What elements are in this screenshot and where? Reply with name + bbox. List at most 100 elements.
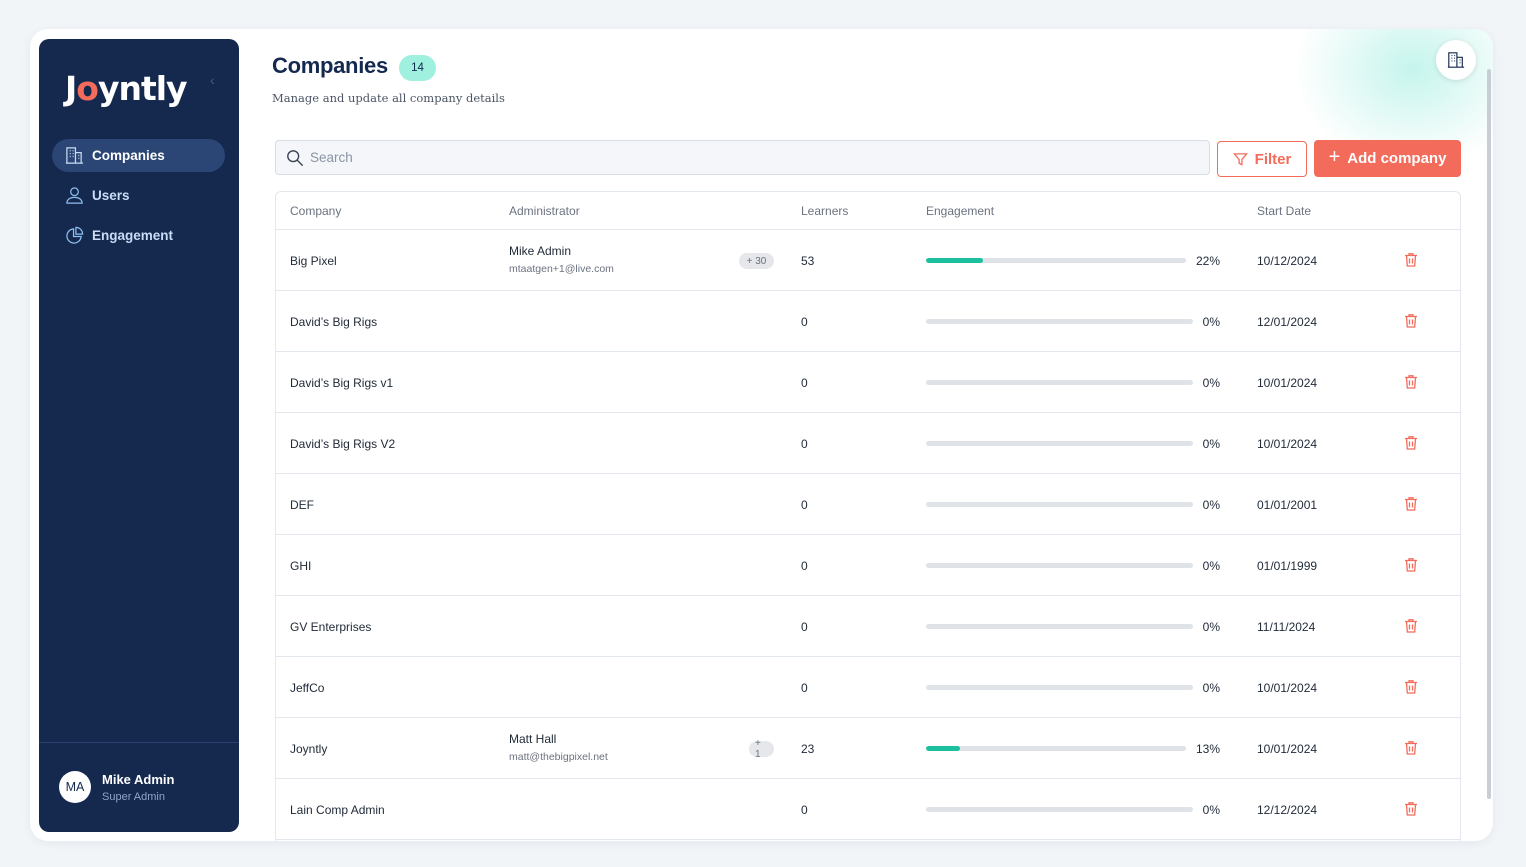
company-name[interactable]: Big Pixel: [290, 254, 337, 268]
companies-table: Company Administrator Learners Engagemen…: [275, 191, 1461, 841]
start-date: 10/12/2024: [1257, 254, 1318, 268]
learners-count: 0: [801, 376, 808, 390]
engagement-bar: [926, 258, 1186, 263]
engagement-percent: 0%: [1202, 559, 1220, 573]
chevron-left-icon[interactable]: ‹: [210, 72, 215, 88]
table-row[interactable]: Big Pixel Mike Admin mtaatgen+1@live.com + …: [276, 230, 1460, 291]
search-input[interactable]: [310, 150, 1190, 165]
start-date: 10/01/2024: [1257, 376, 1318, 390]
sidebar-item-users[interactable]: Users: [52, 179, 225, 212]
avatar[interactable]: MA: [59, 771, 91, 803]
engagement-percent: 22%: [1195, 254, 1220, 268]
start-date: 12/01/2024: [1257, 315, 1318, 329]
scrollbar[interactable]: [1487, 69, 1491, 799]
search-icon: [287, 149, 304, 166]
learners-count: 0: [801, 437, 808, 451]
engagement-percent: 0%: [1202, 315, 1220, 329]
company-name[interactable]: Lain Comp Admin: [290, 803, 385, 817]
more-admins-badge[interactable]: + 30: [739, 253, 774, 269]
table-row[interactable]: GV Enterprises 0 0% 11/11/2024: [276, 596, 1460, 657]
engagement-fill: [926, 746, 960, 751]
more-admins-badge[interactable]: + 1: [749, 738, 774, 760]
delete-icon[interactable]: [1404, 313, 1418, 329]
sidebar: Joyntly ‹ Companies Users Engagement: [39, 39, 239, 832]
admin-name: Mike Admin: [509, 244, 572, 258]
learners-count: 53: [801, 254, 815, 268]
start-date: 10/01/2024: [1257, 681, 1318, 695]
filter-icon: [1232, 152, 1248, 166]
sidebar-item-label: Users: [92, 188, 130, 203]
table-row[interactable]: DEF 0 0% 01/01/2001: [276, 474, 1460, 535]
engagement-bar: [926, 441, 1193, 446]
start-date: 12/12/2024: [1257, 803, 1318, 817]
learners-count: 0: [801, 620, 808, 634]
table-row[interactable]: Joyntly Matt Hall matt@thebigpixel.net + 1 2…: [276, 718, 1460, 779]
company-name[interactable]: GV Enterprises: [290, 620, 372, 634]
filter-label: Filter: [1254, 150, 1292, 168]
column-header-start-date[interactable]: Start Date: [1257, 204, 1312, 218]
engagement-fill: [926, 258, 984, 263]
engagement-percent: 0%: [1202, 681, 1220, 695]
engagement-bar: [926, 807, 1193, 812]
company-icon-button[interactable]: [1436, 40, 1476, 80]
delete-icon[interactable]: [1404, 618, 1418, 634]
learners-count: 0: [801, 559, 808, 573]
company-name[interactable]: Joyntly: [290, 742, 328, 756]
engagement-percent: 0%: [1202, 376, 1220, 390]
company-name[interactable]: DEF: [290, 498, 314, 512]
learners-count: 23: [801, 742, 815, 756]
company-name[interactable]: David’s Big Rigs: [290, 315, 378, 329]
company-name[interactable]: David’s Big Rigs V2: [290, 437, 396, 451]
delete-icon[interactable]: [1404, 374, 1418, 390]
sidebar-item-label: Companies: [92, 148, 165, 163]
search-box[interactable]: [275, 140, 1210, 175]
filter-button[interactable]: Filter: [1217, 141, 1307, 177]
learners-count: 0: [801, 681, 808, 695]
sidebar-item-label: Engagement: [92, 228, 174, 243]
page-title: Companies: [272, 53, 388, 78]
user-icon: [66, 187, 83, 204]
page-subtitle: Manage and update all company details: [272, 91, 505, 105]
table-row[interactable]: David’s Big Rigs V2 0 0% 10/01/2024: [276, 413, 1460, 474]
admin-email: mtaatgen+1@live.com: [509, 263, 614, 275]
logo[interactable]: Joyntly: [65, 69, 188, 108]
plus-icon: +: [1328, 146, 1341, 168]
engagement-percent: 0%: [1202, 620, 1220, 634]
engagement-bar: [926, 319, 1193, 324]
column-header-engagement[interactable]: Engagement: [926, 204, 995, 218]
delete-icon[interactable]: [1404, 557, 1418, 573]
sidebar-item-companies[interactable]: Companies: [52, 139, 225, 172]
user-profile[interactable]: MA Mike Admin Super Admin: [39, 742, 239, 832]
table-row[interactable]: GHI 0 0% 01/01/1999: [276, 535, 1460, 596]
learners-count: 0: [801, 315, 808, 329]
add-company-button[interactable]: + Add company: [1314, 140, 1461, 177]
add-company-label: Add company: [1347, 150, 1447, 167]
company-name[interactable]: David’s Big Rigs v1: [290, 376, 394, 390]
count-badge: 14: [399, 55, 436, 81]
column-header-learners[interactable]: Learners: [801, 204, 849, 218]
table-body: Big Pixel Mike Admin mtaatgen+1@live.com + …: [276, 230, 1460, 840]
building-icon: [1447, 52, 1465, 68]
start-date: 01/01/1999: [1257, 559, 1318, 573]
delete-icon[interactable]: [1404, 252, 1418, 268]
table-row[interactable]: David’s Big Rigs v1 0 0% 10/01/2024: [276, 352, 1460, 413]
company-name[interactable]: GHI: [290, 559, 312, 573]
column-header-company[interactable]: Company: [290, 204, 342, 218]
engagement-bar: [926, 380, 1193, 385]
start-date: 10/01/2024: [1257, 742, 1318, 756]
admin-email: matt@thebigpixel.net: [509, 751, 608, 763]
delete-icon[interactable]: [1404, 740, 1418, 756]
delete-icon[interactable]: [1404, 435, 1418, 451]
company-name[interactable]: JeffCo: [290, 681, 325, 695]
engagement-bar: [926, 563, 1193, 568]
building-icon: [65, 147, 84, 164]
delete-icon[interactable]: [1404, 801, 1418, 817]
delete-icon[interactable]: [1404, 496, 1418, 512]
delete-icon[interactable]: [1404, 679, 1418, 695]
sidebar-item-engagement[interactable]: Engagement: [52, 219, 225, 252]
user-role: Super Admin: [102, 791, 165, 803]
table-row[interactable]: JeffCo 0 0% 10/01/2024: [276, 657, 1460, 718]
column-header-administrator[interactable]: Administrator: [509, 204, 580, 218]
table-row[interactable]: Lain Comp Admin 0 0% 12/12/2024: [276, 779, 1460, 840]
table-row[interactable]: David’s Big Rigs 0 0% 12/01/2024: [276, 291, 1460, 352]
